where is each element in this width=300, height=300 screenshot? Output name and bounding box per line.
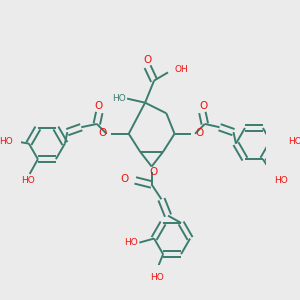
Text: HO: HO [124, 238, 138, 247]
Text: HO: HO [112, 94, 125, 103]
Text: O: O [94, 101, 103, 111]
Text: O: O [143, 55, 152, 65]
Text: O: O [98, 128, 106, 138]
Text: O: O [195, 128, 203, 138]
Text: O: O [199, 101, 207, 111]
Text: HO: HO [274, 176, 288, 185]
Text: HO: HO [0, 136, 13, 146]
Text: HO: HO [288, 136, 300, 146]
Text: O: O [149, 167, 158, 177]
Text: HO: HO [150, 272, 164, 281]
Text: HO: HO [21, 176, 35, 185]
Text: OH: OH [175, 65, 188, 74]
Text: O: O [121, 174, 129, 184]
